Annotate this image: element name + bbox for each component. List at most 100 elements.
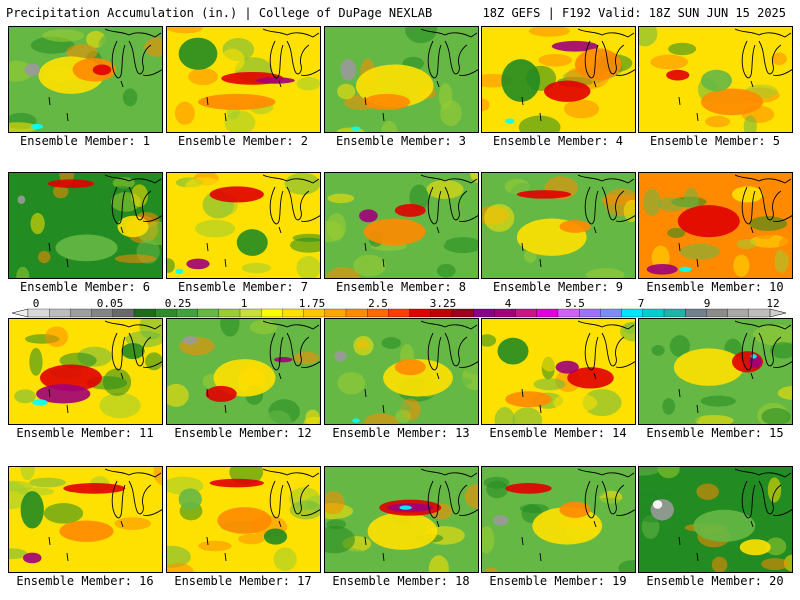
- colorbar-segment: [27, 308, 50, 318]
- field-texture: [145, 352, 162, 371]
- precipitation-field: [482, 173, 635, 278]
- colorbar-segment: [579, 308, 601, 318]
- precipitation-contour: [121, 343, 145, 360]
- precipitation-contour: [501, 59, 541, 102]
- field-texture: [436, 263, 456, 278]
- field-texture: [113, 549, 150, 559]
- colorbar-tick-label: 0.25: [165, 297, 192, 310]
- great-lakes-outline: [678, 174, 792, 268]
- model-valid-time: 18Z GEFS | F192 Valid: 18Z SUN JUN 15 20…: [482, 6, 786, 20]
- field-texture: [679, 243, 721, 260]
- great-lakes-outline: [364, 28, 478, 122]
- ensemble-map-panel: [481, 318, 636, 425]
- great-lakes-outline: [364, 320, 478, 414]
- field-texture: [363, 413, 399, 424]
- field-texture: [29, 477, 66, 488]
- precipitation-contour: [236, 229, 268, 256]
- precipitation-contour: [117, 215, 149, 238]
- field-texture: [484, 203, 515, 232]
- precipitation-contour: [652, 500, 663, 509]
- precipitation-contour: [205, 385, 237, 402]
- ensemble-member-label: Ensemble Member: 1: [19, 134, 151, 148]
- precipitation-contour: [363, 218, 426, 246]
- colorbar-segment: [282, 308, 305, 318]
- field-texture: [470, 173, 478, 184]
- colorbar-segment: [685, 308, 707, 318]
- ensemble-member-label: Ensemble Member: 5: [649, 134, 781, 148]
- field-texture: [381, 337, 401, 349]
- field-texture: [748, 27, 772, 40]
- precipitation-contour: [217, 507, 272, 534]
- precipitation-contour: [646, 263, 678, 275]
- colorbar-segment: [176, 308, 199, 318]
- field-texture: [368, 30, 407, 52]
- field-texture: [262, 410, 293, 424]
- precipitation-contour: [732, 186, 763, 203]
- precipitation-contour: [182, 336, 198, 345]
- ensemble-member-label: Ensemble Member: 20: [646, 574, 784, 588]
- precipitation-contour: [679, 266, 692, 272]
- ensemble-member-label: Ensemble Member: 17: [174, 574, 312, 588]
- ensemble-member-label: Ensemble Member: 8: [335, 280, 467, 294]
- colorbar-segment: [663, 308, 686, 318]
- great-lakes-outline: [206, 320, 320, 414]
- field-texture: [42, 29, 85, 42]
- field-texture: [448, 377, 473, 386]
- field-texture: [353, 254, 386, 277]
- colorbar-tick-label: 5.5: [565, 297, 585, 310]
- precipitation-contour: [340, 59, 356, 81]
- ensemble-member-label: Ensemble Member: 15: [646, 426, 784, 440]
- precipitation-field: [167, 319, 320, 424]
- precipitation-contour: [30, 123, 44, 130]
- ensemble-map-panel: [8, 26, 163, 133]
- precipitation-contour: [20, 491, 44, 529]
- great-lakes-outline: [48, 174, 162, 268]
- precipitation-contour: [559, 501, 591, 518]
- field-texture: [438, 83, 453, 110]
- field-texture: [682, 110, 706, 121]
- great-lakes-outline: [521, 28, 635, 122]
- colorbar-segment: [727, 308, 750, 318]
- ensemble-map-panel: [324, 26, 479, 133]
- colorbar-segment: [621, 308, 644, 318]
- ensemble-map-panel: [324, 318, 479, 425]
- precipitation-contour: [532, 507, 603, 545]
- precipitation-field: [167, 27, 320, 132]
- field-texture: [220, 319, 240, 337]
- precipitation-contour: [575, 48, 622, 81]
- field-texture: [195, 219, 236, 238]
- ensemble-member-label: Ensemble Member: 10: [646, 280, 784, 294]
- ensemble-map-panel: [324, 172, 479, 279]
- field-texture: [669, 335, 690, 357]
- great-lakes-outline: [206, 174, 320, 268]
- colorbar-tick-label: 12: [766, 297, 779, 310]
- colorbar-segment: [345, 308, 368, 318]
- field-texture: [9, 528, 44, 543]
- ensemble-map-panel: [481, 466, 636, 573]
- precipitation-contour: [186, 258, 210, 270]
- precipitation-contour: [363, 93, 411, 110]
- great-lakes-outline: [206, 28, 320, 122]
- colorbar-segment: [239, 308, 262, 318]
- field-texture: [220, 48, 245, 72]
- ensemble-map-panel: [481, 26, 636, 133]
- precipitation-contour: [567, 367, 614, 389]
- field-texture: [167, 27, 203, 34]
- field-texture: [667, 227, 686, 238]
- field-texture: [167, 383, 189, 407]
- field-texture: [174, 101, 195, 125]
- colorbar-tick-label: 9: [704, 297, 711, 310]
- field-texture: [284, 173, 320, 195]
- precipitation-contour: [36, 384, 91, 404]
- precipitation-contour: [209, 186, 264, 203]
- field-texture: [38, 250, 51, 264]
- field-texture: [293, 351, 320, 364]
- field-texture: [422, 226, 447, 252]
- precipitation-contour: [352, 418, 360, 423]
- great-lakes-outline: [521, 320, 635, 414]
- field-texture: [658, 197, 685, 212]
- great-lakes-outline: [364, 468, 478, 562]
- field-texture: [582, 389, 622, 417]
- precipitation-field: [325, 319, 478, 424]
- precipitation-contour: [701, 88, 763, 116]
